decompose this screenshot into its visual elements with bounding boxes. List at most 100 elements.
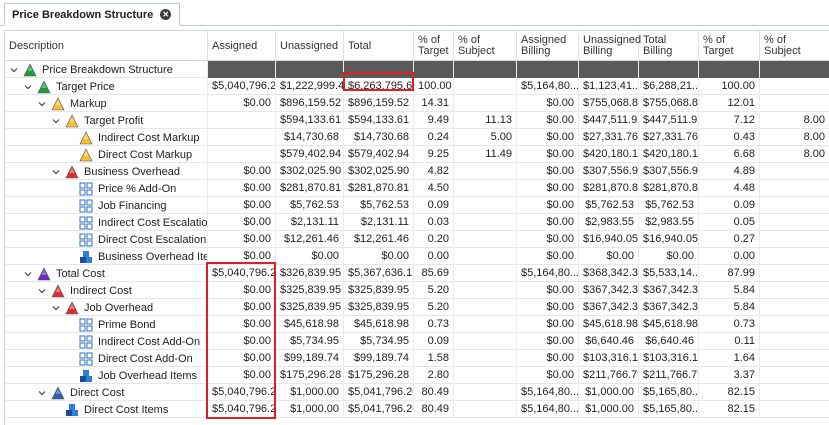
unassigned-cell[interactable]: $325,839.95 <box>276 282 344 299</box>
billing-pct-of-subject-cell[interactable]: 8.00 <box>760 146 829 163</box>
unassigned-cell[interactable]: $14,730.68 <box>276 129 344 146</box>
assigned-billing-cell[interactable]: $0.00 <box>517 248 579 265</box>
unassigned-cell[interactable]: $12,261.46 <box>276 231 344 248</box>
pct-of-target-cell[interactable]: 0.03 <box>414 214 454 231</box>
pct-of-subject-cell[interactable] <box>454 333 517 350</box>
billing-pct-of-target-cell[interactable]: 82.15 <box>699 384 760 401</box>
total-cell[interactable]: $5,762.53 <box>344 197 414 214</box>
billing-pct-of-target-cell[interactable]: 4.48 <box>699 180 760 197</box>
total-cell[interactable]: $5,734.95 <box>344 333 414 350</box>
billing-pct-of-target-cell[interactable]: 12.01 <box>699 95 760 112</box>
unassigned-billing-cell[interactable]: $2,983.55 <box>579 214 639 231</box>
pct-of-target-cell[interactable]: 2.80 <box>414 367 454 384</box>
unassigned-cell[interactable]: $175,296.28 <box>276 367 344 384</box>
tree-row[interactable]: Total Cost $5,040,796.20 $326,839.95 $5,367… <box>5 265 829 282</box>
assigned-billing-cell[interactable]: $0.00 <box>517 299 579 316</box>
description-cell[interactable]: Direct Cost Escalation <box>5 231 208 248</box>
pct-of-subject-cell[interactable] <box>454 95 517 112</box>
billing-pct-of-target-cell[interactable]: 0.73 <box>699 316 760 333</box>
total-billing-cell[interactable]: $420,180.16 <box>639 146 699 163</box>
description-cell[interactable]: Target Profit <box>5 112 208 129</box>
assigned-billing-cell[interactable]: $0.00 <box>517 129 579 146</box>
unassigned-cell[interactable]: $45,618.98 <box>276 316 344 333</box>
billing-pct-of-subject-cell[interactable] <box>760 333 829 350</box>
assigned-cell[interactable]: $0.00 <box>208 95 276 112</box>
total-cell[interactable]: $5,367,636.15 <box>344 265 414 282</box>
billing-pct-of-subject-cell[interactable] <box>760 350 829 367</box>
pct-of-subject-cell[interactable] <box>454 180 517 197</box>
pct-of-target-cell[interactable]: 14.31 <box>414 95 454 112</box>
total-cell[interactable]: $896,159.52 <box>344 95 414 112</box>
tree-row[interactable]: Price % Add-On $0.00 $281,870.81 $281,870.8… <box>5 180 829 197</box>
chevron-down-icon[interactable] <box>23 82 33 92</box>
chevron-down-icon[interactable] <box>51 167 61 177</box>
billing-pct-of-target-cell[interactable]: 3.37 <box>699 367 760 384</box>
tree-row[interactable]: Direct Cost Items $5,040,796.20 $1,000.00 $… <box>5 401 829 418</box>
tree-row[interactable]: Direct Cost Add-On $0.00 $99,189.74 $99,189… <box>5 350 829 367</box>
billing-pct-of-subject-cell[interactable] <box>760 282 829 299</box>
description-cell[interactable]: Direct Cost Items <box>5 401 208 418</box>
billing-pct-of-target-cell[interactable]: 6.68 <box>699 146 760 163</box>
pct-of-subject-cell[interactable] <box>454 350 517 367</box>
billing-pct-of-target-cell[interactable]: 0.11 <box>699 333 760 350</box>
billing-pct-of-target-cell[interactable]: 0.05 <box>699 214 760 231</box>
tab-price-breakdown-structure[interactable]: Price Breakdown Structure ✕ <box>4 3 181 26</box>
unassigned-cell[interactable]: $896,159.52 <box>276 95 344 112</box>
unassigned-billing-cell[interactable]: $1,123,41... <box>579 78 639 95</box>
assigned-billing-cell[interactable]: $0.00 <box>517 333 579 350</box>
billing-pct-of-target-cell[interactable]: 0.00 <box>699 248 760 265</box>
description-cell[interactable]: Indirect Cost Add-On <box>5 333 208 350</box>
unassigned-cell[interactable]: $579,402.94 <box>276 146 344 163</box>
total-billing-cell[interactable]: $45,618.98 <box>639 316 699 333</box>
billing-pct-of-target-cell[interactable]: 5.84 <box>699 282 760 299</box>
tree-row[interactable]: Indirect Cost Markup $14,730.68 $14,730.68… <box>5 129 829 146</box>
assigned-billing-cell[interactable]: $0.00 <box>517 146 579 163</box>
total-cell[interactable]: $5,041,796.20 <box>344 401 414 418</box>
total-cell[interactable]: $175,296.28 <box>344 367 414 384</box>
billing-pct-of-target-cell[interactable]: 87.99 <box>699 265 760 282</box>
description-cell[interactable]: Indirect Cost Escalation <box>5 214 208 231</box>
total-billing-cell[interactable]: $2,983.55 <box>639 214 699 231</box>
pct-of-target-cell[interactable]: 1.58 <box>414 350 454 367</box>
billing-pct-of-subject-cell[interactable] <box>760 367 829 384</box>
total-cell[interactable]: $325,839.95 <box>344 299 414 316</box>
assigned-billing-cell[interactable]: $0.00 <box>517 163 579 180</box>
column-header-billing-pct-of-subject[interactable]: % of Subject <box>760 31 829 61</box>
pct-of-subject-cell[interactable] <box>454 163 517 180</box>
total-billing-cell[interactable]: $103,316.14 <box>639 350 699 367</box>
description-cell[interactable]: Total Cost <box>5 265 208 282</box>
assigned-cell[interactable]: $0.00 <box>208 197 276 214</box>
description-cell[interactable]: Price Breakdown Structure <box>5 61 208 78</box>
billing-pct-of-subject-cell[interactable] <box>760 384 829 401</box>
description-cell[interactable]: Direct Cost <box>5 384 208 401</box>
unassigned-billing-cell[interactable]: $6,640.46 <box>579 333 639 350</box>
pct-of-target-cell[interactable]: 4.82 <box>414 163 454 180</box>
assigned-billing-cell[interactable]: $0.00 <box>517 350 579 367</box>
tree-row[interactable]: Indirect Cost $0.00 $325,839.95 $325,839.95… <box>5 282 829 299</box>
description-cell[interactable]: Markup <box>5 95 208 112</box>
total-billing-cell[interactable] <box>639 61 699 78</box>
billing-pct-of-subject-cell[interactable] <box>760 231 829 248</box>
pct-of-target-cell[interactable]: 0.73 <box>414 316 454 333</box>
total-billing-cell[interactable]: $755,068.85 <box>639 95 699 112</box>
description-cell[interactable]: Business Overhead <box>5 163 208 180</box>
unassigned-billing-cell[interactable]: $420,180.16 <box>579 146 639 163</box>
assigned-cell[interactable]: $0.00 <box>208 350 276 367</box>
pct-of-target-cell[interactable]: 0.09 <box>414 197 454 214</box>
unassigned-billing-cell[interactable]: $755,068.85 <box>579 95 639 112</box>
description-cell[interactable]: Job Overhead <box>5 299 208 316</box>
unassigned-billing-cell[interactable]: $281,870.81 <box>579 180 639 197</box>
column-header-billing-pct-of-target[interactable]: % of Target <box>699 31 760 61</box>
total-cell[interactable]: $594,133.61 <box>344 112 414 129</box>
unassigned-cell[interactable]: $325,839.95 <box>276 299 344 316</box>
tree-row[interactable]: Job Overhead Items $0.00 $175,296.28 $175,2… <box>5 367 829 384</box>
pct-of-target-cell[interactable]: 80.49 <box>414 401 454 418</box>
total-cell[interactable]: $12,261.46 <box>344 231 414 248</box>
pct-of-subject-cell[interactable]: 11.13 <box>454 112 517 129</box>
billing-pct-of-subject-cell[interactable] <box>760 248 829 265</box>
close-icon[interactable]: ✕ <box>160 9 172 20</box>
description-cell[interactable]: Business Overhead Items <box>5 248 208 265</box>
billing-pct-of-target-cell[interactable]: 82.15 <box>699 401 760 418</box>
tree-row[interactable]: Target Price $5,040,796.20 $1,222,999.47 $6… <box>5 78 829 95</box>
unassigned-billing-cell[interactable]: $211,766.79 <box>579 367 639 384</box>
